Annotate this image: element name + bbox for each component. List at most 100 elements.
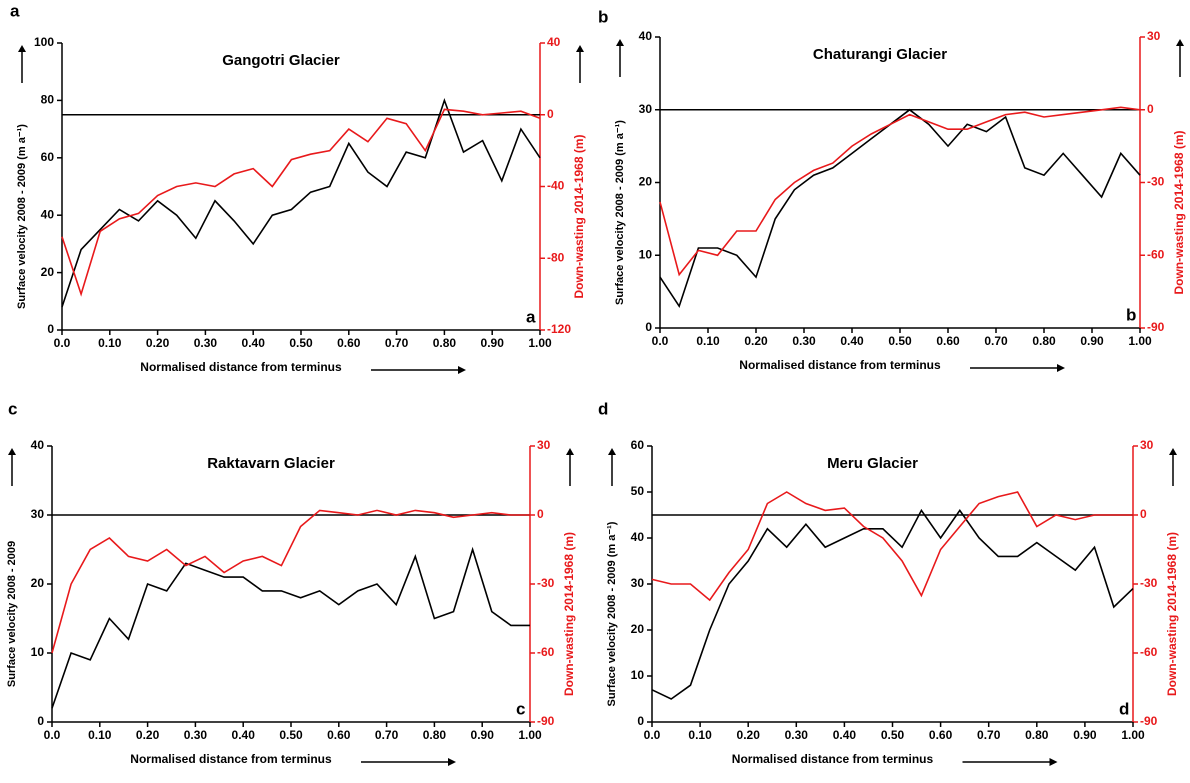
chart-title: Raktavarn Glacier: [207, 455, 335, 472]
data-line: [61, 108, 541, 297]
y-tick-label: 20: [639, 175, 653, 189]
x-tick-label: 0.40: [232, 728, 256, 742]
y2-tick-label: 0: [1147, 102, 1154, 116]
y-tick-label: 10: [31, 645, 45, 659]
y2-tick-label: 30: [1140, 438, 1154, 452]
arrow-head: [8, 448, 16, 455]
y2-tick-label: 0: [547, 107, 554, 121]
y2-tick-label: -60: [1140, 645, 1158, 659]
y-tick-label: 30: [631, 576, 645, 590]
y-tick-label: 20: [41, 265, 55, 279]
y-axis-label: Surface velocity 2008 - 2009: [6, 541, 18, 687]
y2-tick-label: -60: [1147, 247, 1165, 261]
panel-label: d: [598, 399, 608, 418]
data-line: [51, 509, 530, 654]
y-tick-label: 40: [631, 530, 645, 544]
x-tick-label: 0.90: [1080, 334, 1104, 348]
chart-title: Chaturangi Glacier: [813, 46, 947, 63]
x-tick-label: 0.10: [688, 728, 712, 742]
chart-title: Gangotri Glacier: [222, 52, 340, 69]
y-tick-label: 60: [631, 438, 645, 452]
y-tick-label: 0: [47, 322, 54, 336]
y2-tick-label: -30: [1147, 175, 1165, 189]
arrow-head: [566, 448, 574, 455]
x-tick-label: 0.60: [936, 334, 960, 348]
y-tick-label: 10: [631, 668, 645, 682]
x-tick-label: 0.10: [98, 336, 122, 350]
y-tick-label: 60: [41, 150, 55, 164]
x-tick-label: 0.80: [433, 336, 457, 350]
y2-tick-label: 30: [1147, 29, 1161, 43]
x-axis-label: Normalised distance from terminus: [732, 752, 934, 766]
x-tick-label: 0.90: [471, 728, 495, 742]
y2-tick-label: -60: [537, 645, 555, 659]
x-tick-label: 0.70: [385, 336, 409, 350]
arrow-head: [1176, 39, 1184, 46]
x-tick-label: 0.30: [792, 334, 816, 348]
panel-label: b: [598, 7, 608, 26]
y-tick-label: 40: [31, 438, 45, 452]
y2-tick-label: 40: [547, 35, 561, 49]
y-tick-label: 30: [639, 102, 653, 116]
y-tick-label: 40: [639, 29, 653, 43]
arrow-head: [616, 39, 624, 46]
y-tick-label: 40: [41, 207, 55, 221]
x-tick-label: 0.0: [644, 728, 661, 742]
x-tick-label: 0.0: [652, 334, 669, 348]
panel-label: b: [1126, 305, 1136, 324]
x-tick-label: 0.20: [737, 728, 761, 742]
x-tick-label: 0.60: [929, 728, 953, 742]
x-tick-label: 0.30: [184, 728, 208, 742]
y2-tick-label: -90: [1140, 714, 1158, 728]
x-tick-label: 0.30: [194, 336, 218, 350]
y2-tick-label: -30: [1140, 576, 1158, 590]
y2-axis-label: Down-wasting 2014-1968 (m): [562, 532, 576, 696]
y2-tick-label: 30: [537, 438, 551, 452]
x-tick-label: 0.40: [840, 334, 864, 348]
y-axis-label: Surface velocity 2008 - 2009 (m a⁻¹): [16, 124, 28, 309]
x-tick-label: 0.70: [984, 334, 1008, 348]
x-tick-label: 0.60: [327, 728, 351, 742]
arrow-head: [576, 45, 584, 52]
y2-tick-label: -90: [1147, 320, 1165, 334]
x-axis-label: Normalised distance from terminus: [739, 358, 941, 372]
y2-tick-label: 0: [537, 507, 544, 521]
data-line: [651, 491, 1133, 602]
y-tick-label: 20: [631, 622, 645, 636]
x-tick-label: 0.20: [136, 728, 160, 742]
x-tick-label: 0.90: [1073, 728, 1097, 742]
y2-axis-label: Down-wasting 2014-1968 (m): [572, 134, 586, 298]
x-tick-label: 1.00: [528, 336, 552, 350]
y-tick-label: 0: [637, 714, 644, 728]
y2-tick-label: -30: [537, 576, 555, 590]
x-tick-label: 0.50: [289, 336, 313, 350]
x-tick-label: 1.00: [1128, 334, 1152, 348]
panel-label: a: [526, 307, 536, 326]
x-tick-label: 0.50: [881, 728, 905, 742]
y-axis-label: Surface velocity 2008 - 2009 (m a⁻¹): [606, 521, 618, 706]
x-tick-label: 0.0: [44, 728, 61, 742]
arrow-head: [1049, 758, 1058, 766]
y-tick-label: 80: [41, 93, 55, 107]
x-tick-label: 0.50: [279, 728, 303, 742]
data-line: [61, 97, 541, 308]
arrow-head: [448, 758, 456, 766]
y2-tick-label: 0: [1140, 507, 1147, 521]
x-tick-label: 0.20: [146, 336, 170, 350]
y2-axis-label: Down-wasting 2014-1968 (m): [1172, 130, 1186, 294]
y2-tick-label: -80: [547, 250, 565, 264]
x-tick-label: 0.60: [337, 336, 361, 350]
arrow-head: [1169, 448, 1177, 455]
x-tick-label: 0.30: [785, 728, 809, 742]
data-line: [651, 508, 1134, 700]
x-axis-label: Normalised distance from terminus: [140, 360, 342, 374]
x-tick-label: 0.20: [744, 334, 768, 348]
x-tick-label: 0.80: [1032, 334, 1056, 348]
panel-label: c: [516, 699, 525, 718]
x-tick-label: 0.70: [375, 728, 399, 742]
x-tick-label: 0.10: [88, 728, 112, 742]
x-tick-label: 1.00: [1121, 728, 1145, 742]
x-tick-label: 0.0: [54, 336, 71, 350]
x-tick-label: 0.40: [833, 728, 857, 742]
